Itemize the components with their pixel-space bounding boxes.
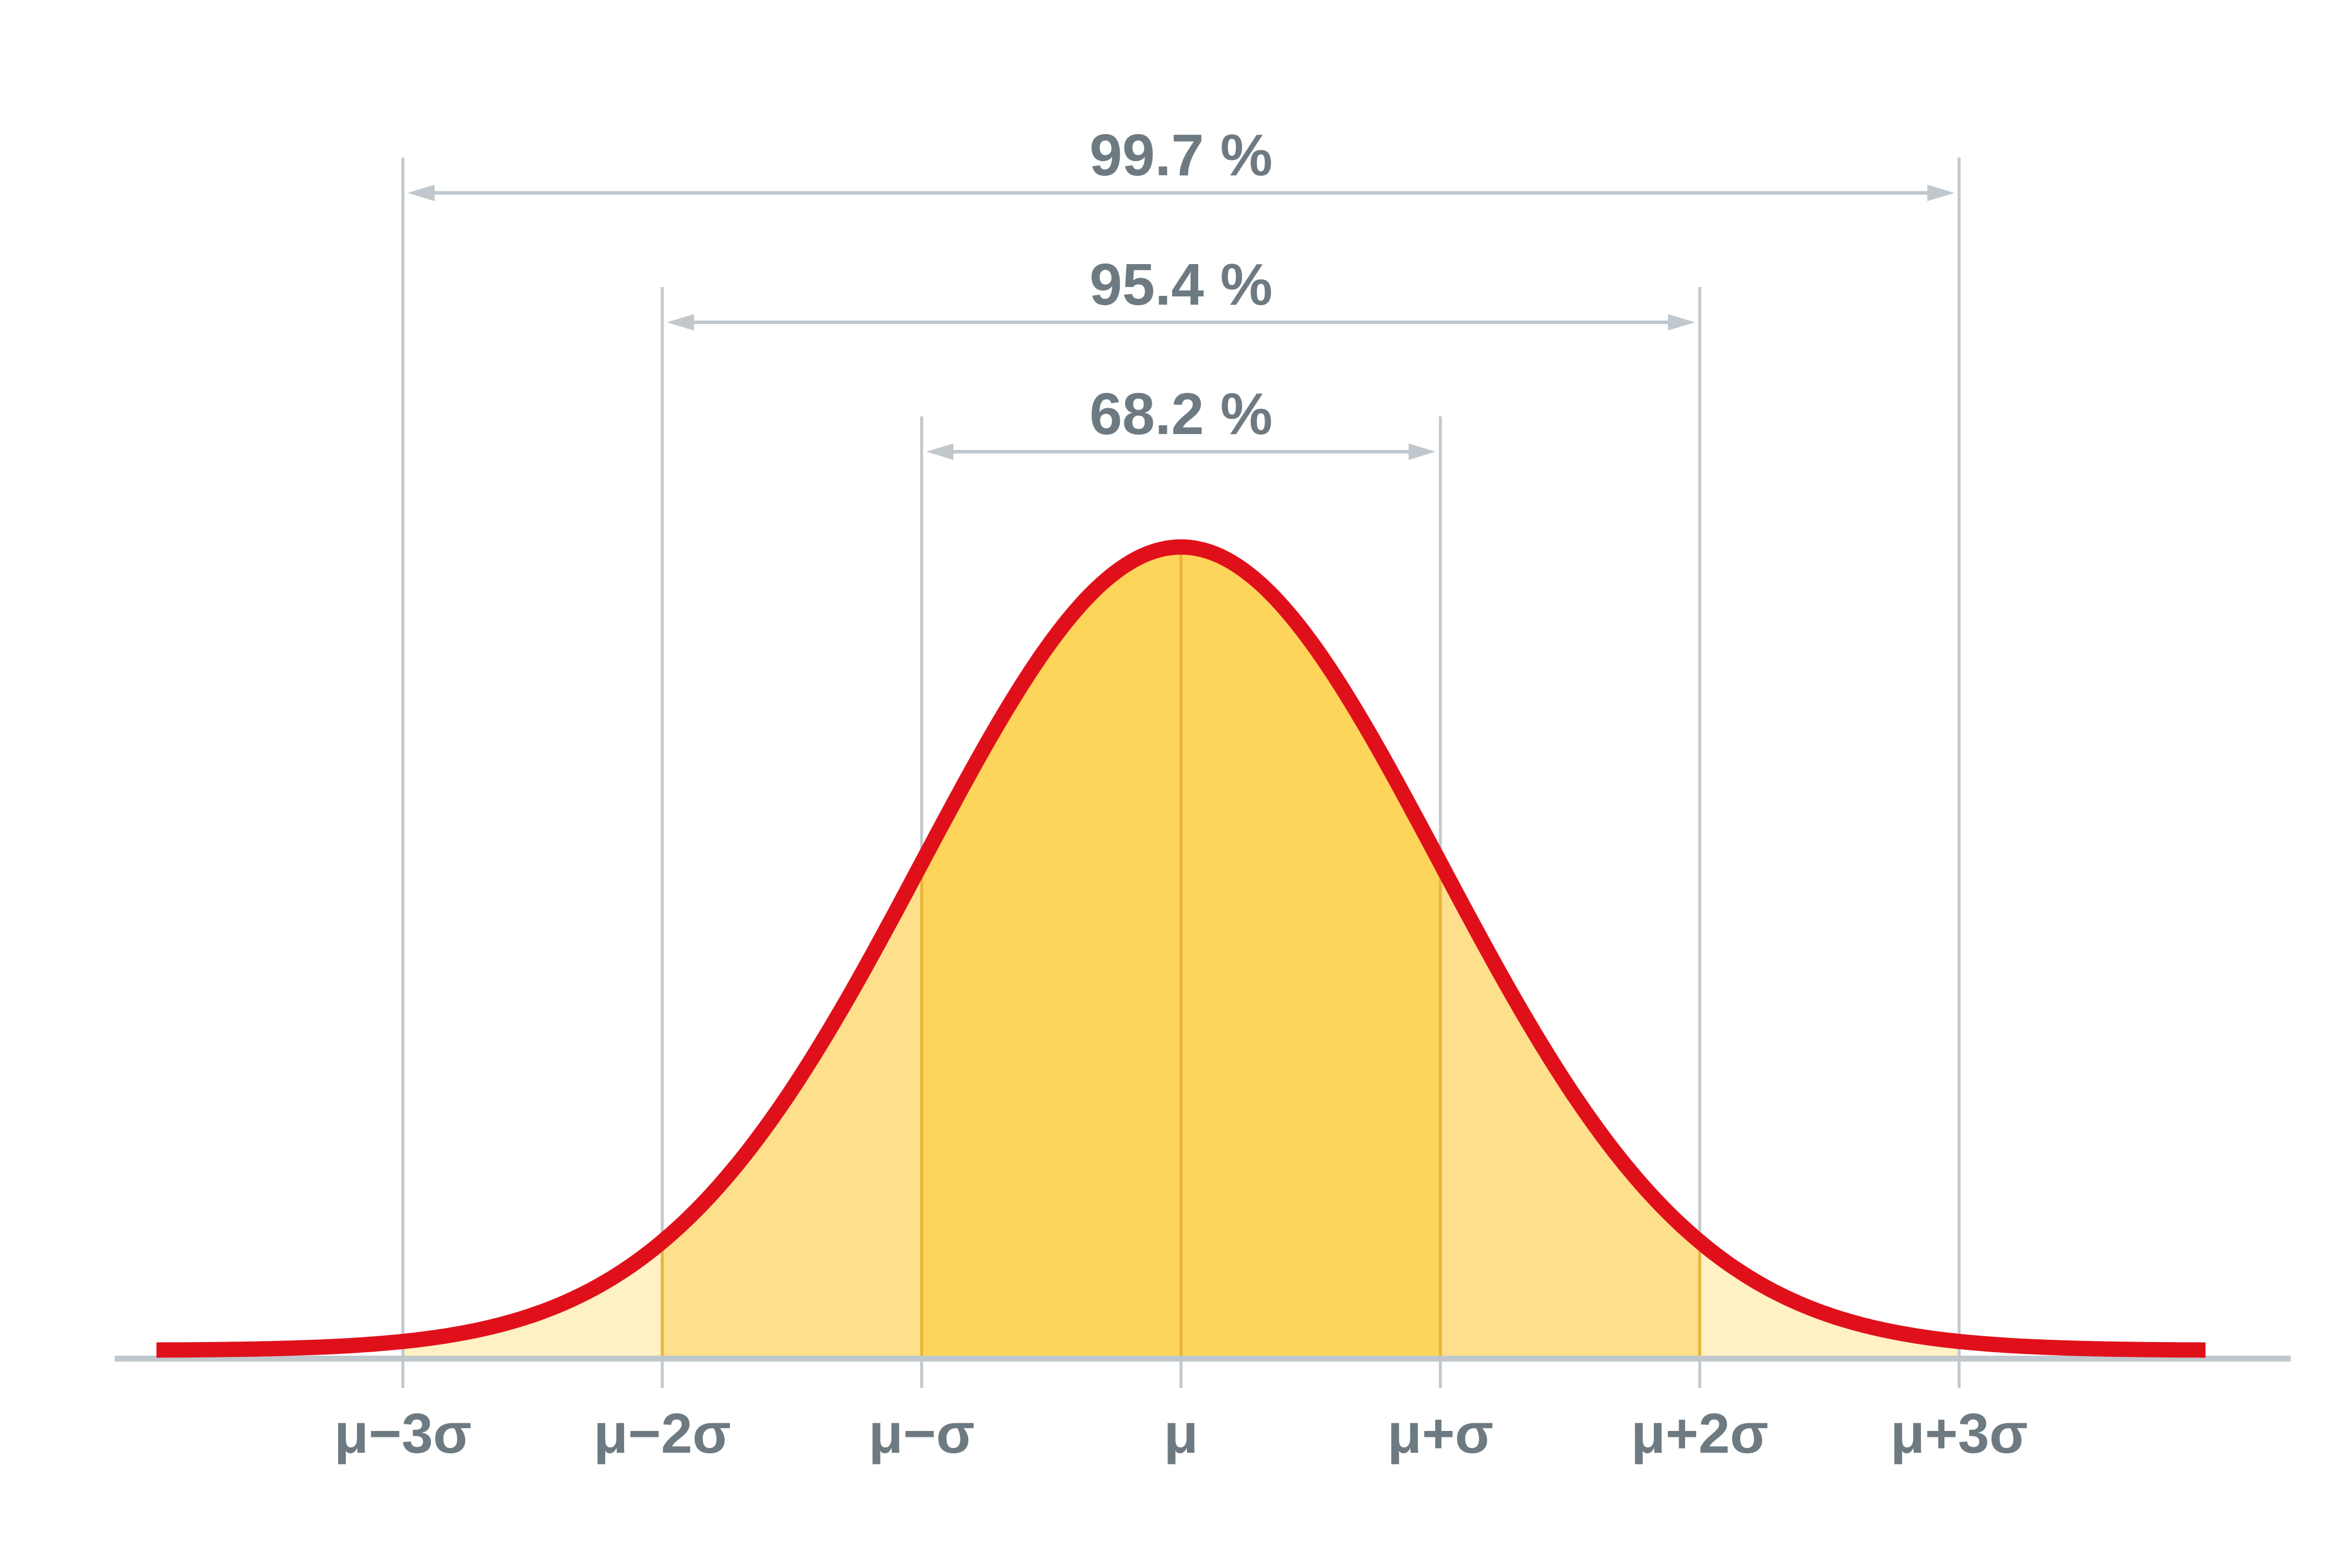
band-divider-lines — [660, 547, 1702, 1359]
x-tick-label-5: μ+2σ — [1631, 1402, 1769, 1465]
range-arrow-head-right-2 — [1409, 443, 1436, 460]
range-arrow-head-left-0 — [408, 185, 435, 201]
sigma-guide-lines — [401, 158, 1961, 1359]
x-tick-label-3: μ — [1164, 1402, 1199, 1465]
x-tick-label-1: μ−2σ — [593, 1402, 731, 1465]
range-arrow-head-right-1 — [1668, 314, 1695, 331]
range-labels: 99.7 % 95.4 % 68.2 % — [1089, 122, 1272, 447]
range-arrow-head-left-2 — [926, 443, 953, 460]
x-tick-label-6: μ+3σ — [1890, 1402, 2028, 1465]
x-tick-label-2: μ−σ — [869, 1402, 975, 1465]
x-axis-tick-labels: μ−3σ μ−2σ μ−σ μ μ+σ μ+2σ μ+3σ — [334, 1402, 2028, 1465]
range-arrow-head-left-1 — [667, 314, 694, 331]
range-arrows — [408, 185, 1954, 460]
density-curve — [152, 539, 2210, 1358]
x-axis-ticks — [401, 1359, 1961, 1388]
x-tick-label-0: μ−3σ — [334, 1402, 472, 1465]
range-label-0: 99.7 % — [1089, 122, 1272, 188]
range-arrow-head-right-0 — [1927, 185, 1954, 201]
range-label-2: 68.2 % — [1089, 381, 1272, 447]
range-label-1: 95.4 % — [1089, 252, 1272, 318]
x-tick-label-4: μ+σ — [1387, 1402, 1493, 1465]
